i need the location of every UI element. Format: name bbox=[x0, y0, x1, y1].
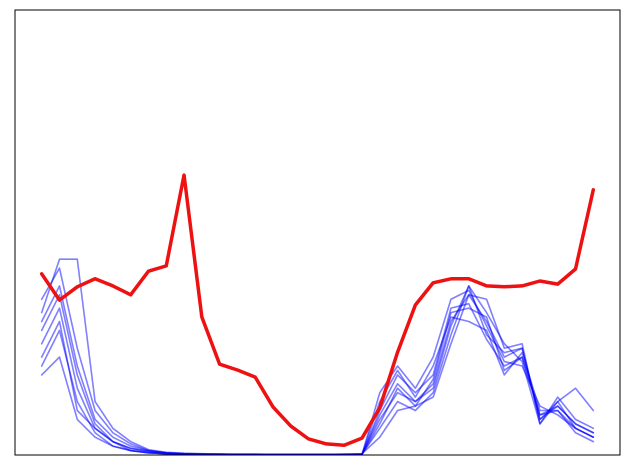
data-line bbox=[40, 258, 595, 455]
data-line bbox=[40, 289, 595, 455]
data-line bbox=[40, 267, 595, 455]
data-line bbox=[40, 285, 595, 455]
data-line bbox=[40, 302, 595, 455]
data-line bbox=[40, 316, 595, 455]
data-line bbox=[40, 285, 595, 455]
plot-area bbox=[39, 173, 596, 455]
data-line bbox=[39, 173, 596, 447]
data-line bbox=[40, 307, 595, 455]
plot-frame bbox=[14, 9, 621, 456]
